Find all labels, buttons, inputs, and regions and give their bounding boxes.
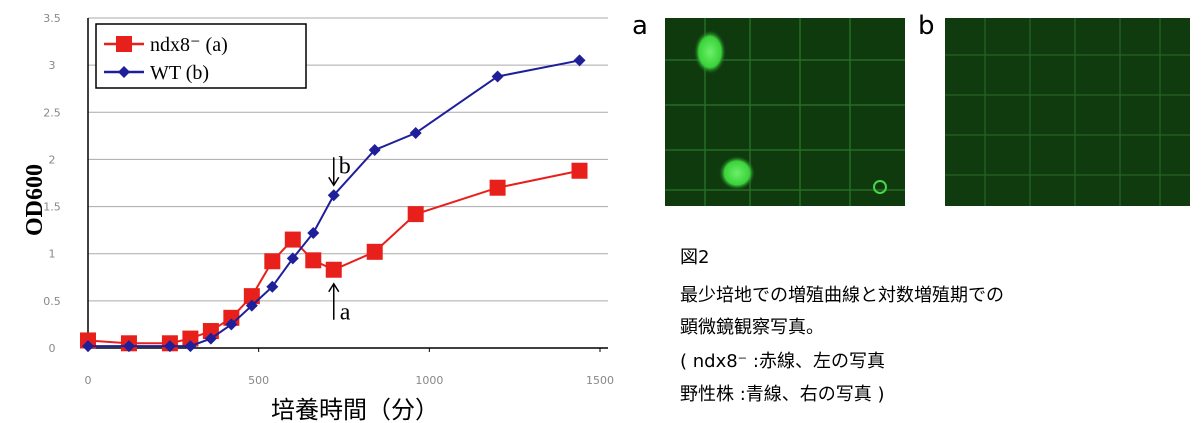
y-tick-label: 2 — [49, 153, 56, 166]
micrograph-b — [945, 18, 1190, 206]
y-tick-label: 2.5 — [43, 106, 61, 119]
y-tick-label: 3 — [49, 59, 56, 72]
y-tick-label: 1 — [49, 248, 56, 261]
caption-line: 図2 — [680, 247, 709, 268]
point — [305, 252, 321, 268]
point — [367, 244, 383, 260]
point — [492, 70, 504, 82]
annotation-arrow — [329, 284, 339, 320]
x-tick-label: 1500 — [586, 374, 614, 387]
point — [490, 180, 506, 196]
y-tick-label: 3.5 — [43, 12, 61, 25]
point — [326, 262, 342, 278]
x-tick-label: 500 — [248, 374, 269, 387]
annotation: b — [339, 153, 351, 179]
legend-label: ndx8⁻ (a) — [150, 34, 228, 56]
caption-line: 野性株 :青線、右の写真 ) — [680, 384, 885, 405]
x-axis-label: 培養時間（分） — [271, 397, 439, 423]
point — [264, 253, 280, 269]
x-tick-label: 0 — [85, 374, 92, 387]
annotation: a — [340, 300, 351, 326]
caption-line: 最少培地での増殖曲線と対数増殖期での — [680, 284, 1004, 306]
y-tick-label: 1.5 — [43, 201, 61, 214]
legend-label: WT (b) — [150, 62, 209, 84]
point — [285, 232, 301, 248]
panel-label: a — [632, 11, 648, 41]
legend-marker — [116, 36, 132, 52]
y-tick-label: 0 — [49, 342, 56, 355]
point — [408, 206, 424, 222]
caption-line: ( ndx8⁻ :赤線、左の写真 — [680, 351, 885, 372]
point — [410, 127, 422, 139]
x-tick-label: 1000 — [415, 374, 443, 387]
panel-label: b — [918, 11, 935, 41]
page: a b 図2 最少培地での増殖曲線と対数増殖期での 顕微鏡観察写真。 ( ndx… — [0, 0, 1201, 423]
micrograph-a — [665, 18, 905, 206]
point — [572, 163, 588, 179]
caption-line: 顕微鏡観察写真。 — [680, 317, 824, 338]
annotation-arrow — [329, 157, 339, 185]
point — [574, 54, 586, 66]
y-tick-label: 0.5 — [43, 295, 61, 308]
